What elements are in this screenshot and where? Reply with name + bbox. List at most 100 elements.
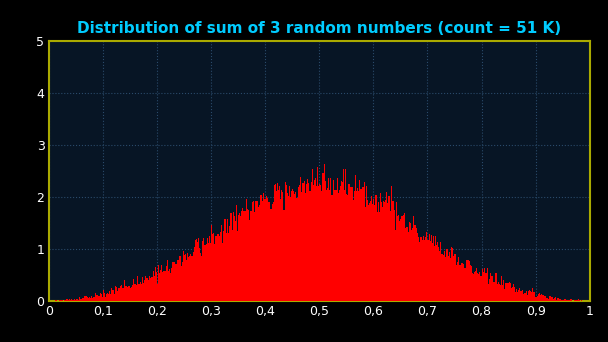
Bar bbox=[92, 298, 93, 301]
Bar bbox=[451, 248, 452, 301]
Bar bbox=[369, 202, 370, 301]
Bar bbox=[379, 212, 380, 301]
Bar bbox=[370, 201, 371, 301]
Bar bbox=[108, 294, 109, 301]
Bar bbox=[340, 186, 341, 301]
Bar bbox=[131, 287, 132, 301]
Bar bbox=[559, 300, 561, 301]
Bar bbox=[461, 263, 462, 301]
Bar bbox=[320, 185, 322, 301]
Bar bbox=[106, 294, 107, 301]
Bar bbox=[66, 300, 67, 301]
Bar bbox=[148, 279, 150, 301]
Bar bbox=[86, 297, 88, 301]
Bar bbox=[96, 295, 97, 301]
Bar bbox=[496, 274, 497, 301]
Bar bbox=[237, 231, 238, 301]
Bar bbox=[126, 287, 128, 301]
Bar bbox=[313, 185, 314, 301]
Bar bbox=[341, 181, 342, 301]
Bar bbox=[201, 256, 202, 301]
Bar bbox=[319, 184, 320, 301]
Bar bbox=[527, 295, 528, 301]
Bar bbox=[368, 205, 369, 301]
Bar bbox=[371, 196, 372, 301]
Bar bbox=[302, 183, 303, 301]
Bar bbox=[154, 267, 156, 301]
Bar bbox=[444, 256, 446, 301]
Bar bbox=[144, 280, 145, 301]
Bar bbox=[274, 185, 275, 301]
Bar bbox=[489, 279, 490, 301]
Bar bbox=[60, 300, 61, 301]
Bar bbox=[500, 285, 501, 301]
Bar bbox=[142, 277, 143, 301]
Bar bbox=[436, 245, 437, 301]
Bar bbox=[430, 235, 432, 301]
Bar bbox=[480, 276, 482, 301]
Bar bbox=[443, 255, 444, 301]
Bar bbox=[512, 287, 513, 301]
Bar bbox=[466, 260, 468, 301]
Bar bbox=[133, 279, 134, 301]
Bar bbox=[508, 282, 510, 301]
Bar bbox=[67, 300, 68, 301]
Bar bbox=[306, 184, 307, 301]
Bar bbox=[294, 195, 295, 301]
Bar bbox=[225, 219, 226, 301]
Bar bbox=[517, 292, 519, 301]
Bar bbox=[105, 298, 106, 301]
Bar bbox=[550, 297, 551, 301]
Bar bbox=[212, 234, 213, 301]
Bar bbox=[465, 268, 466, 301]
Bar bbox=[578, 300, 579, 301]
Bar bbox=[334, 190, 336, 301]
Bar bbox=[243, 211, 244, 301]
Bar bbox=[314, 180, 315, 301]
Bar bbox=[90, 298, 91, 301]
Bar bbox=[214, 244, 215, 301]
Bar bbox=[275, 184, 276, 301]
Bar bbox=[304, 181, 305, 301]
Bar bbox=[277, 183, 278, 301]
Bar bbox=[539, 293, 540, 301]
Bar bbox=[326, 188, 328, 301]
Bar bbox=[385, 199, 386, 301]
Bar bbox=[351, 187, 353, 301]
Bar bbox=[437, 242, 438, 301]
Bar bbox=[479, 272, 480, 301]
Bar bbox=[318, 186, 319, 301]
Bar bbox=[196, 239, 197, 301]
Bar bbox=[265, 199, 266, 301]
Bar bbox=[222, 243, 223, 301]
Bar bbox=[230, 213, 232, 301]
Bar bbox=[260, 195, 261, 301]
Bar bbox=[519, 288, 520, 301]
Bar bbox=[278, 190, 279, 301]
Bar bbox=[332, 196, 333, 301]
Bar bbox=[283, 210, 285, 301]
Bar bbox=[211, 225, 212, 301]
Bar bbox=[156, 272, 157, 301]
Bar bbox=[418, 237, 419, 301]
Bar bbox=[540, 295, 541, 301]
Bar bbox=[297, 187, 299, 301]
Bar bbox=[188, 256, 189, 301]
Bar bbox=[378, 201, 379, 301]
Bar bbox=[454, 253, 455, 301]
Bar bbox=[447, 249, 448, 301]
Bar bbox=[210, 244, 211, 301]
Bar bbox=[448, 255, 449, 301]
Bar bbox=[382, 207, 383, 301]
Bar bbox=[102, 297, 103, 301]
Bar bbox=[537, 297, 538, 301]
Bar bbox=[207, 238, 208, 301]
Bar bbox=[387, 203, 389, 301]
Bar bbox=[317, 167, 318, 301]
Bar bbox=[533, 292, 534, 301]
Bar bbox=[261, 195, 262, 301]
Bar bbox=[552, 297, 553, 301]
Bar bbox=[438, 248, 440, 301]
Bar bbox=[187, 252, 188, 301]
Bar bbox=[504, 289, 505, 301]
